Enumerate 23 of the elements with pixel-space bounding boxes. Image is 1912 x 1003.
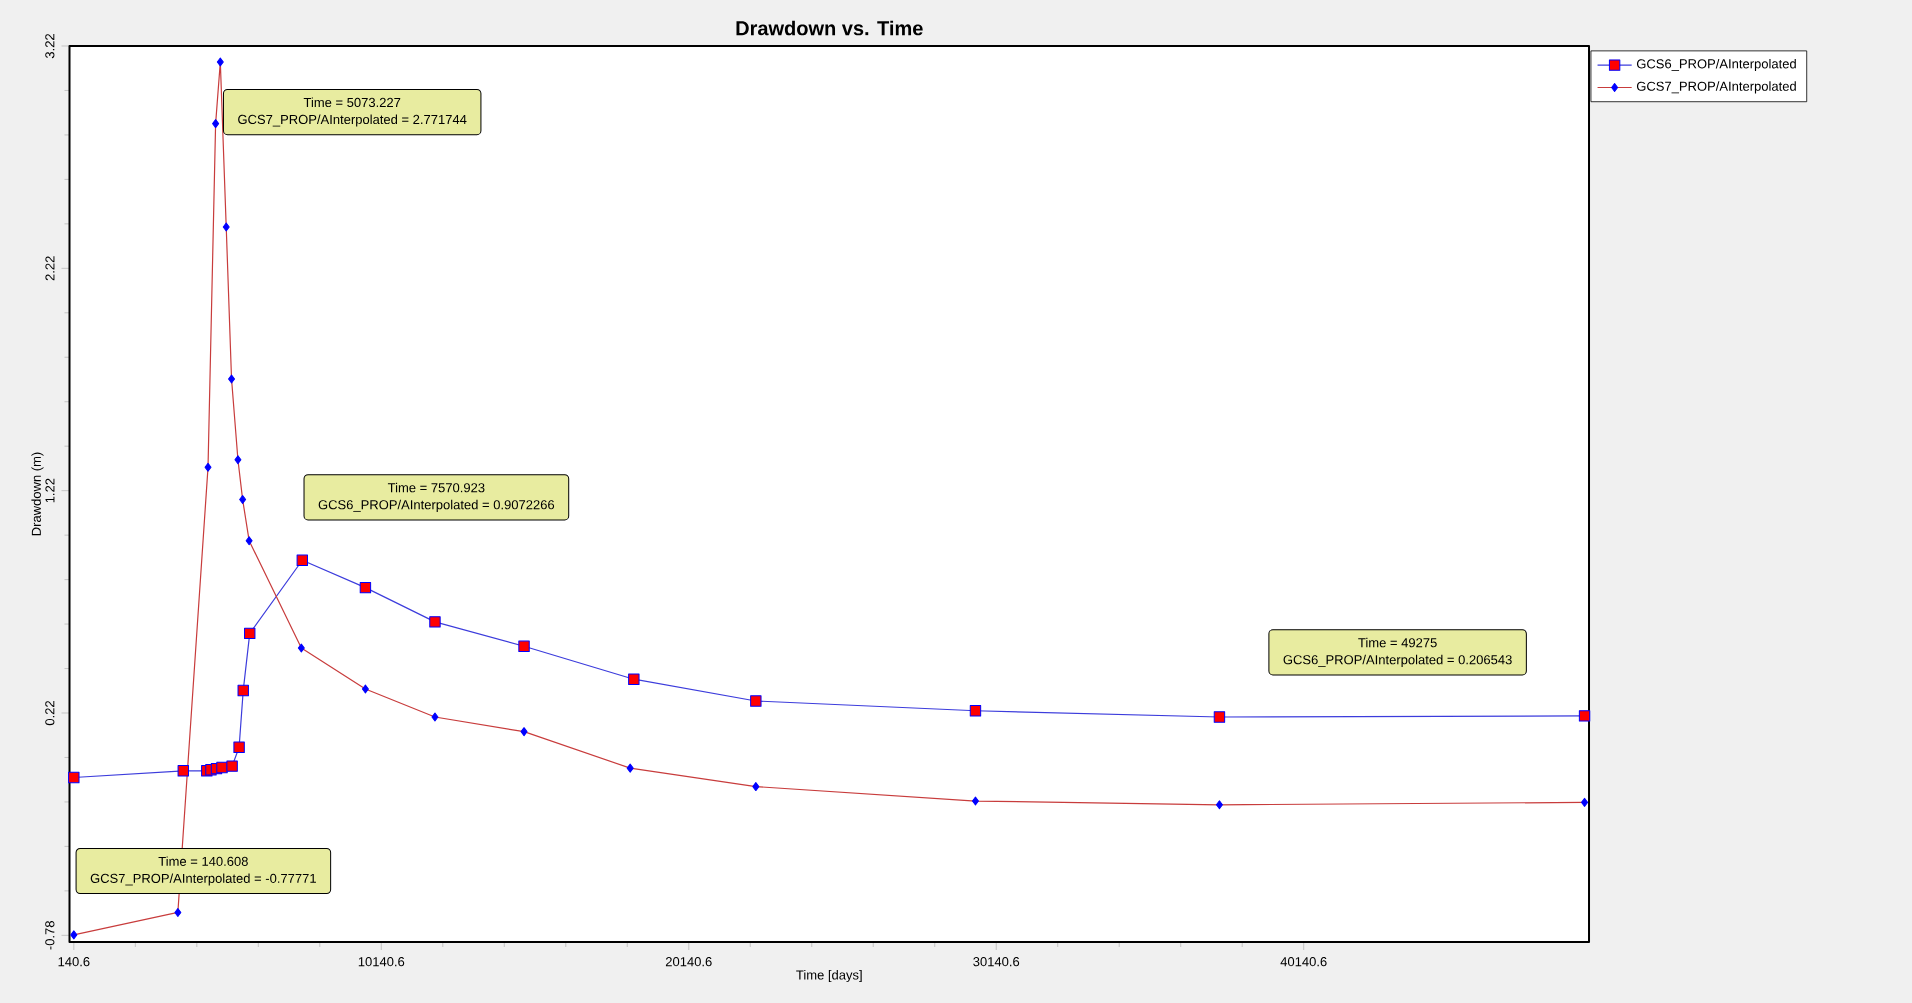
x-tick-label: 20140.6	[665, 957, 712, 967]
annotation: GCS7_PROP/AInterpolated = 2.771744	[238, 114, 467, 127]
annotation: Time = 7570.923	[387, 482, 485, 493]
y-axis-title: Drawdown (m)	[31, 452, 44, 536]
y-tick-label: -0.78	[45, 921, 55, 950]
annotation: Time = 49275	[1358, 637, 1437, 648]
x-tick-label: 10140.6	[358, 957, 405, 967]
y-tick-label: 0.22	[45, 701, 55, 726]
legend-label: GCS6_PROP/AInterpolated	[1636, 58, 1796, 71]
y-tick-label: 3.22	[45, 34, 55, 59]
x-tick-label: 140.6	[58, 957, 90, 967]
legend-label: GCS7_PROP/AInterpolated	[1636, 81, 1796, 94]
x-axis-title: Time [days]	[796, 970, 862, 983]
annotation: Time = 5073.227	[303, 97, 401, 108]
annotation: Time = 140.608	[158, 856, 248, 866]
chart-title: Drawdown vs. Time	[736, 20, 923, 36]
x-tick-label: 30140.6	[973, 957, 1020, 967]
x-tick-label: 40140.6	[1280, 957, 1327, 967]
y-tick-label: 2.22	[45, 256, 55, 281]
annotation: GCS6_PROP/AInterpolated = 0.9072266	[318, 499, 555, 512]
annotation: GCS7_PROP/AInterpolated = -0.77771	[90, 873, 316, 886]
y-tick-label: 1.22	[45, 478, 55, 503]
annotation: GCS6_PROP/AInterpolated = 0.206543	[1283, 654, 1512, 667]
